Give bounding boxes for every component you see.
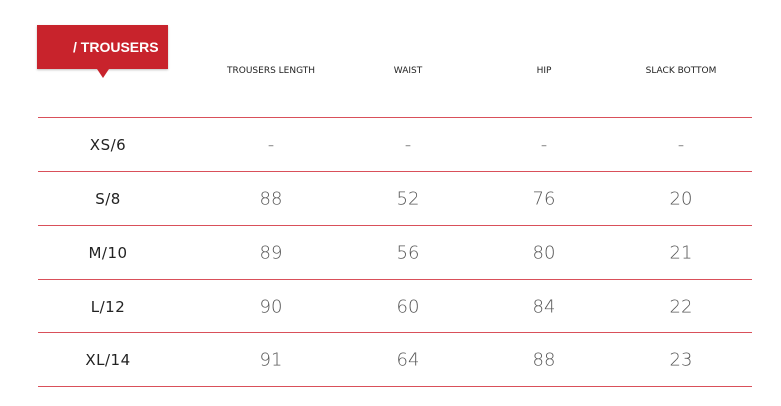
measurement-cell: - [267, 134, 275, 156]
measurement-cell: 80 [532, 242, 556, 264]
measurement-cell: 64 [396, 349, 420, 371]
row-divider [38, 225, 752, 226]
measurement-cell: 88 [259, 188, 283, 210]
measurement-cell: 20 [669, 188, 693, 210]
column-header: TROUSERS LENGTH [226, 66, 316, 76]
measurement-cell: 90 [259, 296, 283, 317]
size-label: S/8 [95, 190, 121, 208]
size-label: XS/6 [89, 136, 127, 154]
size-label: L/12 [90, 297, 126, 316]
measurement-cell: 52 [396, 188, 420, 210]
measurement-cell: 76 [532, 188, 556, 210]
measurement-cell: 60 [396, 296, 420, 317]
measurement-cell: 91 [259, 349, 283, 371]
row-divider [38, 279, 752, 280]
measurement-cell: 22 [669, 296, 693, 317]
row-divider [38, 332, 752, 333]
measurement-cell: 84 [532, 296, 556, 317]
size-label: XL/14 [85, 351, 131, 369]
measurement-cell: 21 [669, 242, 693, 264]
measurement-cell: 56 [396, 242, 420, 264]
measurement-cell: 89 [259, 242, 283, 264]
row-divider [38, 386, 752, 387]
measurement-cell: - [677, 134, 685, 156]
column-header: SLACK BOTTOM [645, 66, 717, 76]
size-label: M/10 [88, 244, 128, 262]
measurement-cell: - [540, 134, 548, 156]
section-title-tag: / TROUSERS [37, 25, 168, 78]
row-divider [38, 171, 752, 172]
column-header: WAIST [393, 66, 423, 76]
measurement-cell: 23 [669, 349, 693, 371]
column-header: HIP [536, 66, 552, 76]
measurement-cell: 88 [532, 349, 556, 371]
measurement-cell: - [404, 134, 412, 156]
row-divider [38, 117, 752, 118]
